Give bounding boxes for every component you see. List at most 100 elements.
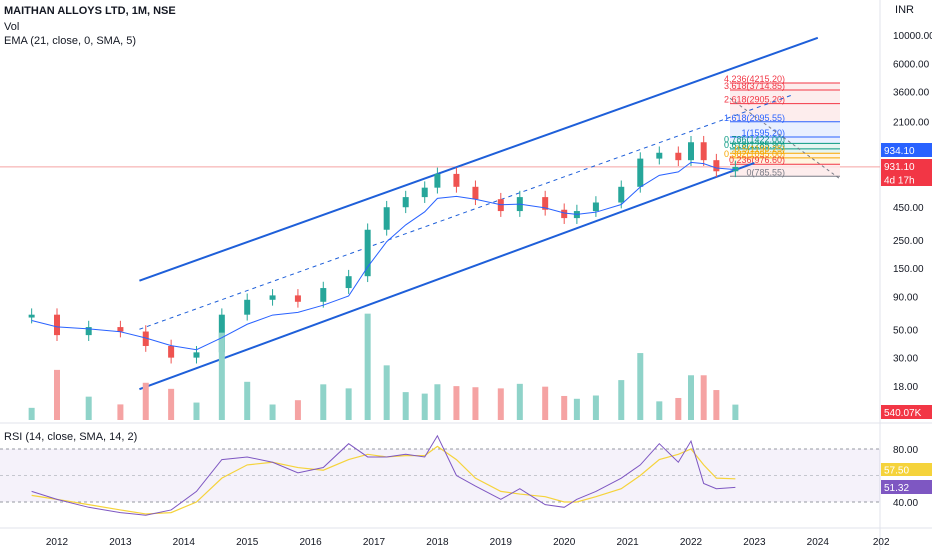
candle [117,327,124,332]
price-badge-red: 931.10 [884,162,915,173]
candle [434,173,441,188]
fib-trend-line [729,97,841,180]
price-tick: 18.00 [893,382,918,393]
currency-unit: INR [895,4,914,16]
volume-bar [561,395,568,420]
fib-zone [730,148,840,154]
price-tick: 250.00 [893,236,924,247]
volume-bar [85,396,92,420]
volume-bar [193,402,200,420]
volume-bar [713,390,720,420]
candle [142,331,149,346]
price-badge-blue-bg [881,143,932,157]
candle [592,202,599,212]
volume-bar [472,387,479,420]
rsi-ma-badge-bg [881,463,932,476]
candle [28,314,35,318]
candle [364,229,371,277]
year-label: 2017 [363,537,386,548]
price-tick: 10000.00 [893,31,932,42]
fib-label-3: 1.618(2095.55) [724,113,785,123]
candle [345,276,352,289]
fib-label-8: 0.382(1095.00) [724,149,785,159]
candle [688,142,694,161]
candle [732,166,739,172]
price-badge-red-bg [881,159,932,173]
year-label: 2012 [46,537,69,548]
fib-zone [730,157,840,165]
year-label: 2013 [109,537,132,548]
rsi-badge: 51.32 [884,483,909,494]
volume-bar [218,332,225,420]
year-label: 2018 [426,537,449,548]
fib-label-4: 1(1595.20) [741,128,785,138]
fib-label-5: 0.786(1422.00) [724,134,785,144]
volume-bar [637,353,644,420]
candle [294,295,301,302]
candle [85,327,92,336]
rsi-tick: 40.00 [893,498,918,509]
candle [561,209,568,219]
volume-bar [700,375,707,420]
volume-bar [345,388,352,420]
fib-label-9: 0.236(976.60) [729,155,785,165]
rsi-ma-badge: 57.50 [884,466,909,477]
volume-bar [364,313,371,420]
candle [54,314,60,336]
candle [656,152,663,159]
countdown-badge-bg [881,173,932,186]
fib-zone [730,153,840,158]
volume-bar [269,404,276,420]
volume-bar [54,369,60,420]
fib-label-1: 3.618(3714.85) [724,81,785,91]
year-label: 2020 [553,537,576,548]
volume-bar [28,407,35,420]
volume-bar [732,404,739,420]
year-label: 2019 [490,537,513,548]
volume-bar [675,397,682,420]
price-tick: 50.00 [893,325,918,336]
fib-zone [730,89,840,104]
candle [542,197,549,210]
price-tick: 2100.00 [893,118,930,129]
ema-legend: EMA (21, close, 0, SMA, 5) [4,35,137,47]
volume-bar [516,383,523,420]
candle [269,295,276,300]
price-tick: 30.00 [893,354,918,365]
fib-label-7: 0.5(1190.25) [735,144,785,154]
fib-label-6: 0.618(1285.90) [724,140,785,150]
volume-bar [688,375,694,420]
candle [244,299,251,315]
volume-bar [383,365,390,420]
price-tick: 90.00 [893,293,918,304]
volume-bar [542,386,549,420]
candle [472,186,479,200]
channel-mid-line [139,94,793,330]
volume-badge: 540.07K [884,408,922,419]
year-label: 2014 [173,537,196,548]
year-label: 2022 [680,537,703,548]
volume-bar [453,386,460,420]
rsi-ma-line [31,445,736,515]
price-tick: 3600.00 [893,88,930,99]
candle [453,173,460,187]
volume-bar [294,400,301,420]
candle [675,152,682,161]
volume-bar [497,388,504,420]
fib-zone [730,82,840,90]
price-tick: 6000.00 [893,59,930,70]
channel-upper-line [139,36,819,282]
year-label: 2021 [616,537,639,548]
symbol-legend: MAITHAN ALLOYS LTD, 1M, NSE [4,5,176,17]
fib-zone [730,136,840,144]
candle [700,142,707,161]
ema-line [31,161,736,351]
price-tick: 450.00 [893,203,924,214]
year-label: 2024 [807,537,830,548]
year-label: 2015 [236,537,259,548]
volume-bar [618,380,625,420]
volume-bar [573,398,580,420]
volume-bar [402,392,409,420]
volume-badge-bg [881,405,932,419]
